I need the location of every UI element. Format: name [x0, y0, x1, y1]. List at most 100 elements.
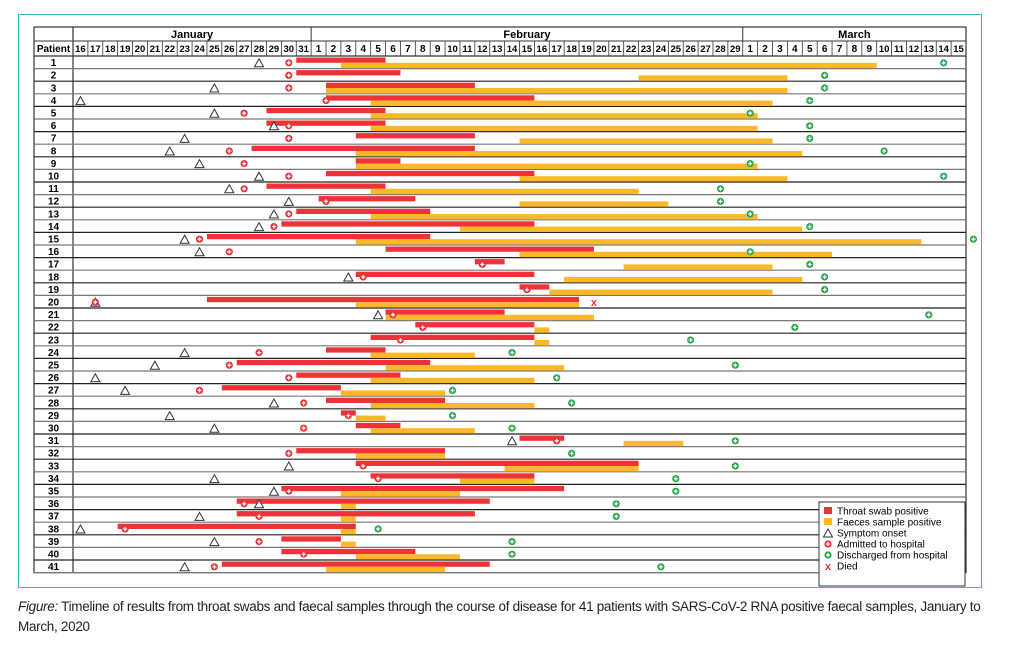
discharged-marker-cross	[733, 464, 738, 468]
throat-swab-bar	[296, 448, 446, 454]
symptom-onset-marker	[194, 511, 205, 521]
admitted-marker-cross	[390, 312, 395, 317]
symptom-onset-marker	[253, 171, 265, 181]
legend-swatch-faeces	[824, 518, 832, 525]
throat-swab-bar	[355, 460, 639, 466]
patient-id-label: 9	[51, 159, 57, 170]
day-tick-label: 8	[852, 44, 858, 55]
symptom-onset-marker	[209, 108, 220, 118]
patient-id-label: 7	[51, 134, 57, 145]
faeces-sample-bar	[519, 201, 669, 207]
admitted-marker-cross	[257, 539, 262, 544]
admitted-marker-cross	[123, 527, 128, 531]
admitted-marker-cross	[93, 300, 98, 305]
patient-id-label: 23	[48, 335, 60, 346]
throat-swab-bar	[355, 271, 535, 277]
throat-swab-bar	[385, 309, 505, 315]
throat-swab-bar	[206, 233, 431, 240]
symptom-onset-marker	[179, 561, 190, 572]
legend-admitted-icon-cross	[826, 542, 830, 546]
throat-swab-bar	[296, 57, 386, 63]
admitted-marker-cross	[324, 199, 329, 204]
discharged-marker-cross	[807, 262, 812, 267]
throat-swab-bar	[326, 397, 446, 403]
discharged-marker-cross	[569, 401, 574, 405]
died-marker: x	[591, 297, 598, 309]
discharged-marker-cross	[882, 149, 887, 153]
day-tick-label: 2	[762, 44, 768, 55]
discharged-marker-cross	[748, 249, 753, 254]
symptom-onset-marker	[268, 120, 280, 131]
admitted-marker-cross	[286, 73, 291, 78]
discharged-marker-cross	[554, 375, 559, 380]
faeces-sample-bar	[370, 377, 535, 384]
day-tick-label: 20	[596, 44, 607, 55]
admitted-marker-cross	[286, 451, 291, 456]
day-tick-label: 3	[777, 44, 783, 55]
admitted-marker-cross	[286, 489, 291, 494]
throat-swab-bar	[281, 485, 565, 492]
discharged-marker-cross	[748, 111, 753, 116]
legend-symptom-icon	[822, 527, 834, 538]
day-tick-label: 9	[866, 44, 872, 55]
day-tick-label: 23	[641, 44, 652, 55]
faeces-sample-bar	[623, 264, 773, 270]
discharged-marker-cross	[718, 186, 723, 191]
discharged-marker-cross	[941, 60, 946, 65]
discharged-marker-cross	[748, 212, 753, 216]
patient-id-label: 14	[48, 222, 60, 233]
day-tick-label: 29	[730, 44, 741, 55]
throat-swab-bar	[326, 170, 535, 177]
throat-swab-bar	[296, 70, 401, 76]
faeces-sample-bar	[385, 314, 594, 321]
throat-swab-bar	[326, 82, 475, 88]
patient-id-label: 18	[48, 272, 60, 283]
throat-swab-bar	[266, 107, 386, 114]
symptom-onset-marker	[506, 435, 518, 446]
day-tick-label: 24	[656, 44, 667, 55]
faeces-sample-bar	[459, 226, 803, 232]
throat-swab-bar	[318, 196, 416, 202]
faeces-sample-bar	[638, 75, 788, 81]
admitted-marker-cross	[227, 149, 232, 153]
discharged-marker-cross	[941, 174, 946, 179]
day-tick-label: 11	[894, 44, 905, 55]
legend-swatch-throat	[824, 507, 832, 514]
faeces-sample-bar	[623, 440, 684, 447]
discharged-marker-cross	[807, 98, 812, 103]
discharged-marker-cross	[510, 552, 515, 557]
discharged-marker-cross	[733, 363, 738, 368]
faeces-sample-bar	[370, 113, 758, 119]
discharged-marker-cross	[658, 564, 663, 569]
throat-swab-bar	[355, 158, 401, 164]
patient-id-label: 12	[48, 197, 60, 208]
throat-swab-bar	[117, 523, 356, 529]
admitted-marker-cross	[257, 514, 262, 519]
admitted-marker-cross	[398, 338, 403, 342]
patient-id-label: 39	[48, 537, 60, 548]
patient-id-label: 26	[48, 373, 60, 384]
discharged-marker-cross	[822, 275, 827, 279]
discharged-marker-cross	[510, 539, 515, 544]
admitted-marker-cross	[361, 464, 366, 468]
month-label-january: January	[171, 29, 214, 41]
faeces-sample-bar	[564, 277, 803, 283]
throat-swab-bar	[281, 548, 416, 555]
discharged-marker-cross	[614, 501, 619, 506]
discharged-marker-cross	[450, 388, 455, 393]
month-label-march: March	[838, 29, 871, 41]
legend-label-died: Died	[837, 562, 858, 573]
day-tick-label: 22	[164, 44, 175, 55]
admitted-marker-cross	[554, 438, 559, 443]
throat-swab-bar	[251, 145, 475, 151]
admitted-marker-cross	[242, 186, 247, 191]
day-tick-label: 13	[924, 44, 935, 55]
day-tick-label: 17	[90, 44, 101, 55]
day-tick-label: 19	[120, 44, 131, 55]
faeces-sample-bar	[370, 403, 535, 409]
faeces-sample-bar	[340, 503, 356, 510]
day-tick-label: 16	[537, 44, 548, 55]
throat-swab-bar	[355, 133, 475, 139]
faeces-sample-bar	[355, 151, 803, 157]
day-tick-label: 28	[715, 44, 726, 55]
